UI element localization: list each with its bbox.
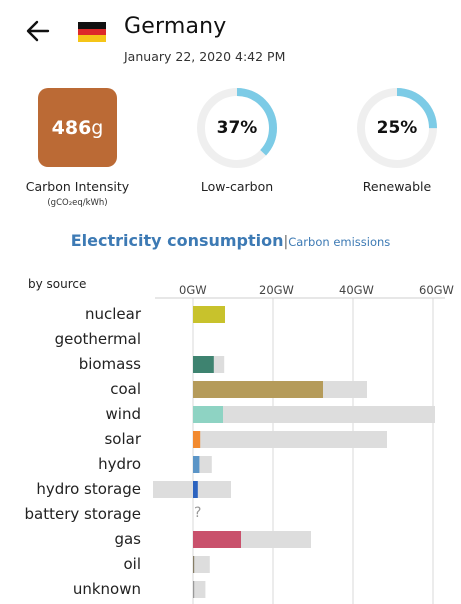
source-label: battery storage: [24, 505, 142, 523]
production-bar: [193, 531, 241, 548]
tick-label: 40GW: [339, 283, 374, 297]
renewable-ring: 25%: [357, 88, 437, 168]
source-label: geothermal: [54, 330, 141, 348]
tab-electricity-consumption[interactable]: Electricity consumption: [70, 231, 284, 250]
capacity-bar: [193, 581, 206, 598]
carbon-intensity-value: 486: [51, 116, 92, 139]
capacity-bar: [153, 481, 231, 498]
capacity-bar: [193, 556, 210, 573]
low-carbon-ring: 37%: [197, 88, 277, 168]
datetime-label: January 22, 2020 4:42 PM: [124, 49, 286, 64]
production-bar: [193, 556, 195, 573]
production-bar: [193, 431, 201, 448]
chart-axis-title: by source: [28, 277, 87, 291]
capacity-bar: [193, 431, 387, 448]
source-label: hydro: [98, 455, 141, 473]
capacity-bar: [193, 306, 225, 323]
tick-label: 60GW: [419, 283, 454, 297]
capacity-bar: [193, 531, 311, 548]
production-bar: [193, 381, 323, 398]
production-bar: [193, 306, 225, 323]
tab-carbon-emissions[interactable]: Carbon emissions: [288, 235, 391, 249]
carbon-intensity-badge: 486 g: [38, 88, 117, 167]
capacity-bar: [193, 356, 225, 373]
production-bar: [193, 581, 195, 598]
production-bar: [193, 481, 198, 498]
chart-mode-tabs: Electricity consumption|Carbon emissions: [0, 231, 461, 250]
capacity-bar: [193, 381, 367, 398]
production-bar: [193, 356, 214, 373]
production-bar: [193, 456, 200, 473]
carbon-intensity-sublabel: (gCO₂eq/kWh): [47, 198, 108, 208]
tick-label: 20GW: [259, 283, 294, 297]
tick-label: 0GW: [179, 283, 207, 297]
source-label: nuclear: [84, 305, 141, 323]
source-label: hydro storage: [36, 480, 141, 498]
capacity-bar: [193, 406, 435, 423]
source-label: oil: [123, 555, 141, 573]
production-bar: [193, 406, 223, 423]
source-label: biomass: [78, 355, 141, 373]
source-label: coal: [110, 380, 141, 398]
unknown-value-marker: ?: [194, 505, 202, 521]
tab-separator: |: [283, 234, 289, 250]
carbon-intensity-unit: g: [91, 116, 104, 139]
renewable-value: 25%: [376, 118, 418, 138]
low-carbon-label: Low-carbon: [200, 179, 274, 194]
renewable-label: Renewable: [362, 179, 432, 194]
source-label: unknown: [72, 580, 141, 598]
capacity-bar: [193, 456, 212, 473]
source-label: wind: [105, 405, 141, 423]
carbon-intensity-label: Carbon Intensity: [25, 179, 130, 194]
source-label: gas: [114, 530, 141, 548]
source-label: solar: [104, 430, 141, 448]
germany-flag-icon: [78, 22, 106, 42]
low-carbon-value: 37%: [216, 118, 258, 138]
back-arrow-icon[interactable]: [24, 17, 52, 45]
country-title: Germany: [124, 14, 227, 39]
